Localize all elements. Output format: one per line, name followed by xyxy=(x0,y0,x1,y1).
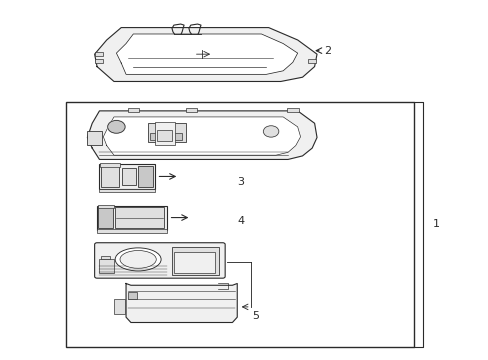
Bar xyxy=(65,102,413,347)
Text: 2: 2 xyxy=(324,46,331,56)
Bar xyxy=(101,166,119,187)
Bar xyxy=(157,130,172,141)
Polygon shape xyxy=(87,111,316,159)
Bar xyxy=(185,108,197,112)
Bar xyxy=(122,168,136,185)
Bar xyxy=(127,108,139,112)
Text: 4: 4 xyxy=(237,216,244,226)
Bar xyxy=(97,205,114,208)
Bar xyxy=(138,166,152,187)
Text: 5: 5 xyxy=(252,311,259,321)
Bar xyxy=(127,292,137,300)
Bar xyxy=(172,247,219,275)
Bar xyxy=(97,229,167,233)
Bar xyxy=(167,133,181,140)
Text: 1: 1 xyxy=(432,219,439,229)
Bar xyxy=(100,163,120,167)
Bar xyxy=(308,59,315,63)
Ellipse shape xyxy=(120,251,156,268)
Polygon shape xyxy=(103,117,300,155)
Bar xyxy=(99,164,155,189)
FancyBboxPatch shape xyxy=(95,243,224,278)
Bar xyxy=(286,108,298,112)
Bar xyxy=(87,131,102,145)
Circle shape xyxy=(107,121,125,133)
Polygon shape xyxy=(95,28,316,81)
Bar xyxy=(174,252,215,273)
Bar xyxy=(114,300,124,314)
Bar xyxy=(97,206,167,230)
Text: 3: 3 xyxy=(237,177,244,187)
Bar xyxy=(98,207,113,228)
Bar xyxy=(149,133,164,140)
Bar xyxy=(101,256,109,260)
Ellipse shape xyxy=(115,248,161,271)
Polygon shape xyxy=(126,283,237,323)
Bar xyxy=(99,259,114,273)
Bar xyxy=(99,189,155,192)
Polygon shape xyxy=(116,34,297,75)
Bar xyxy=(95,52,103,56)
Bar xyxy=(154,122,175,145)
Circle shape xyxy=(263,126,278,137)
Bar xyxy=(147,122,186,142)
Bar xyxy=(95,59,103,63)
Bar xyxy=(115,207,163,228)
